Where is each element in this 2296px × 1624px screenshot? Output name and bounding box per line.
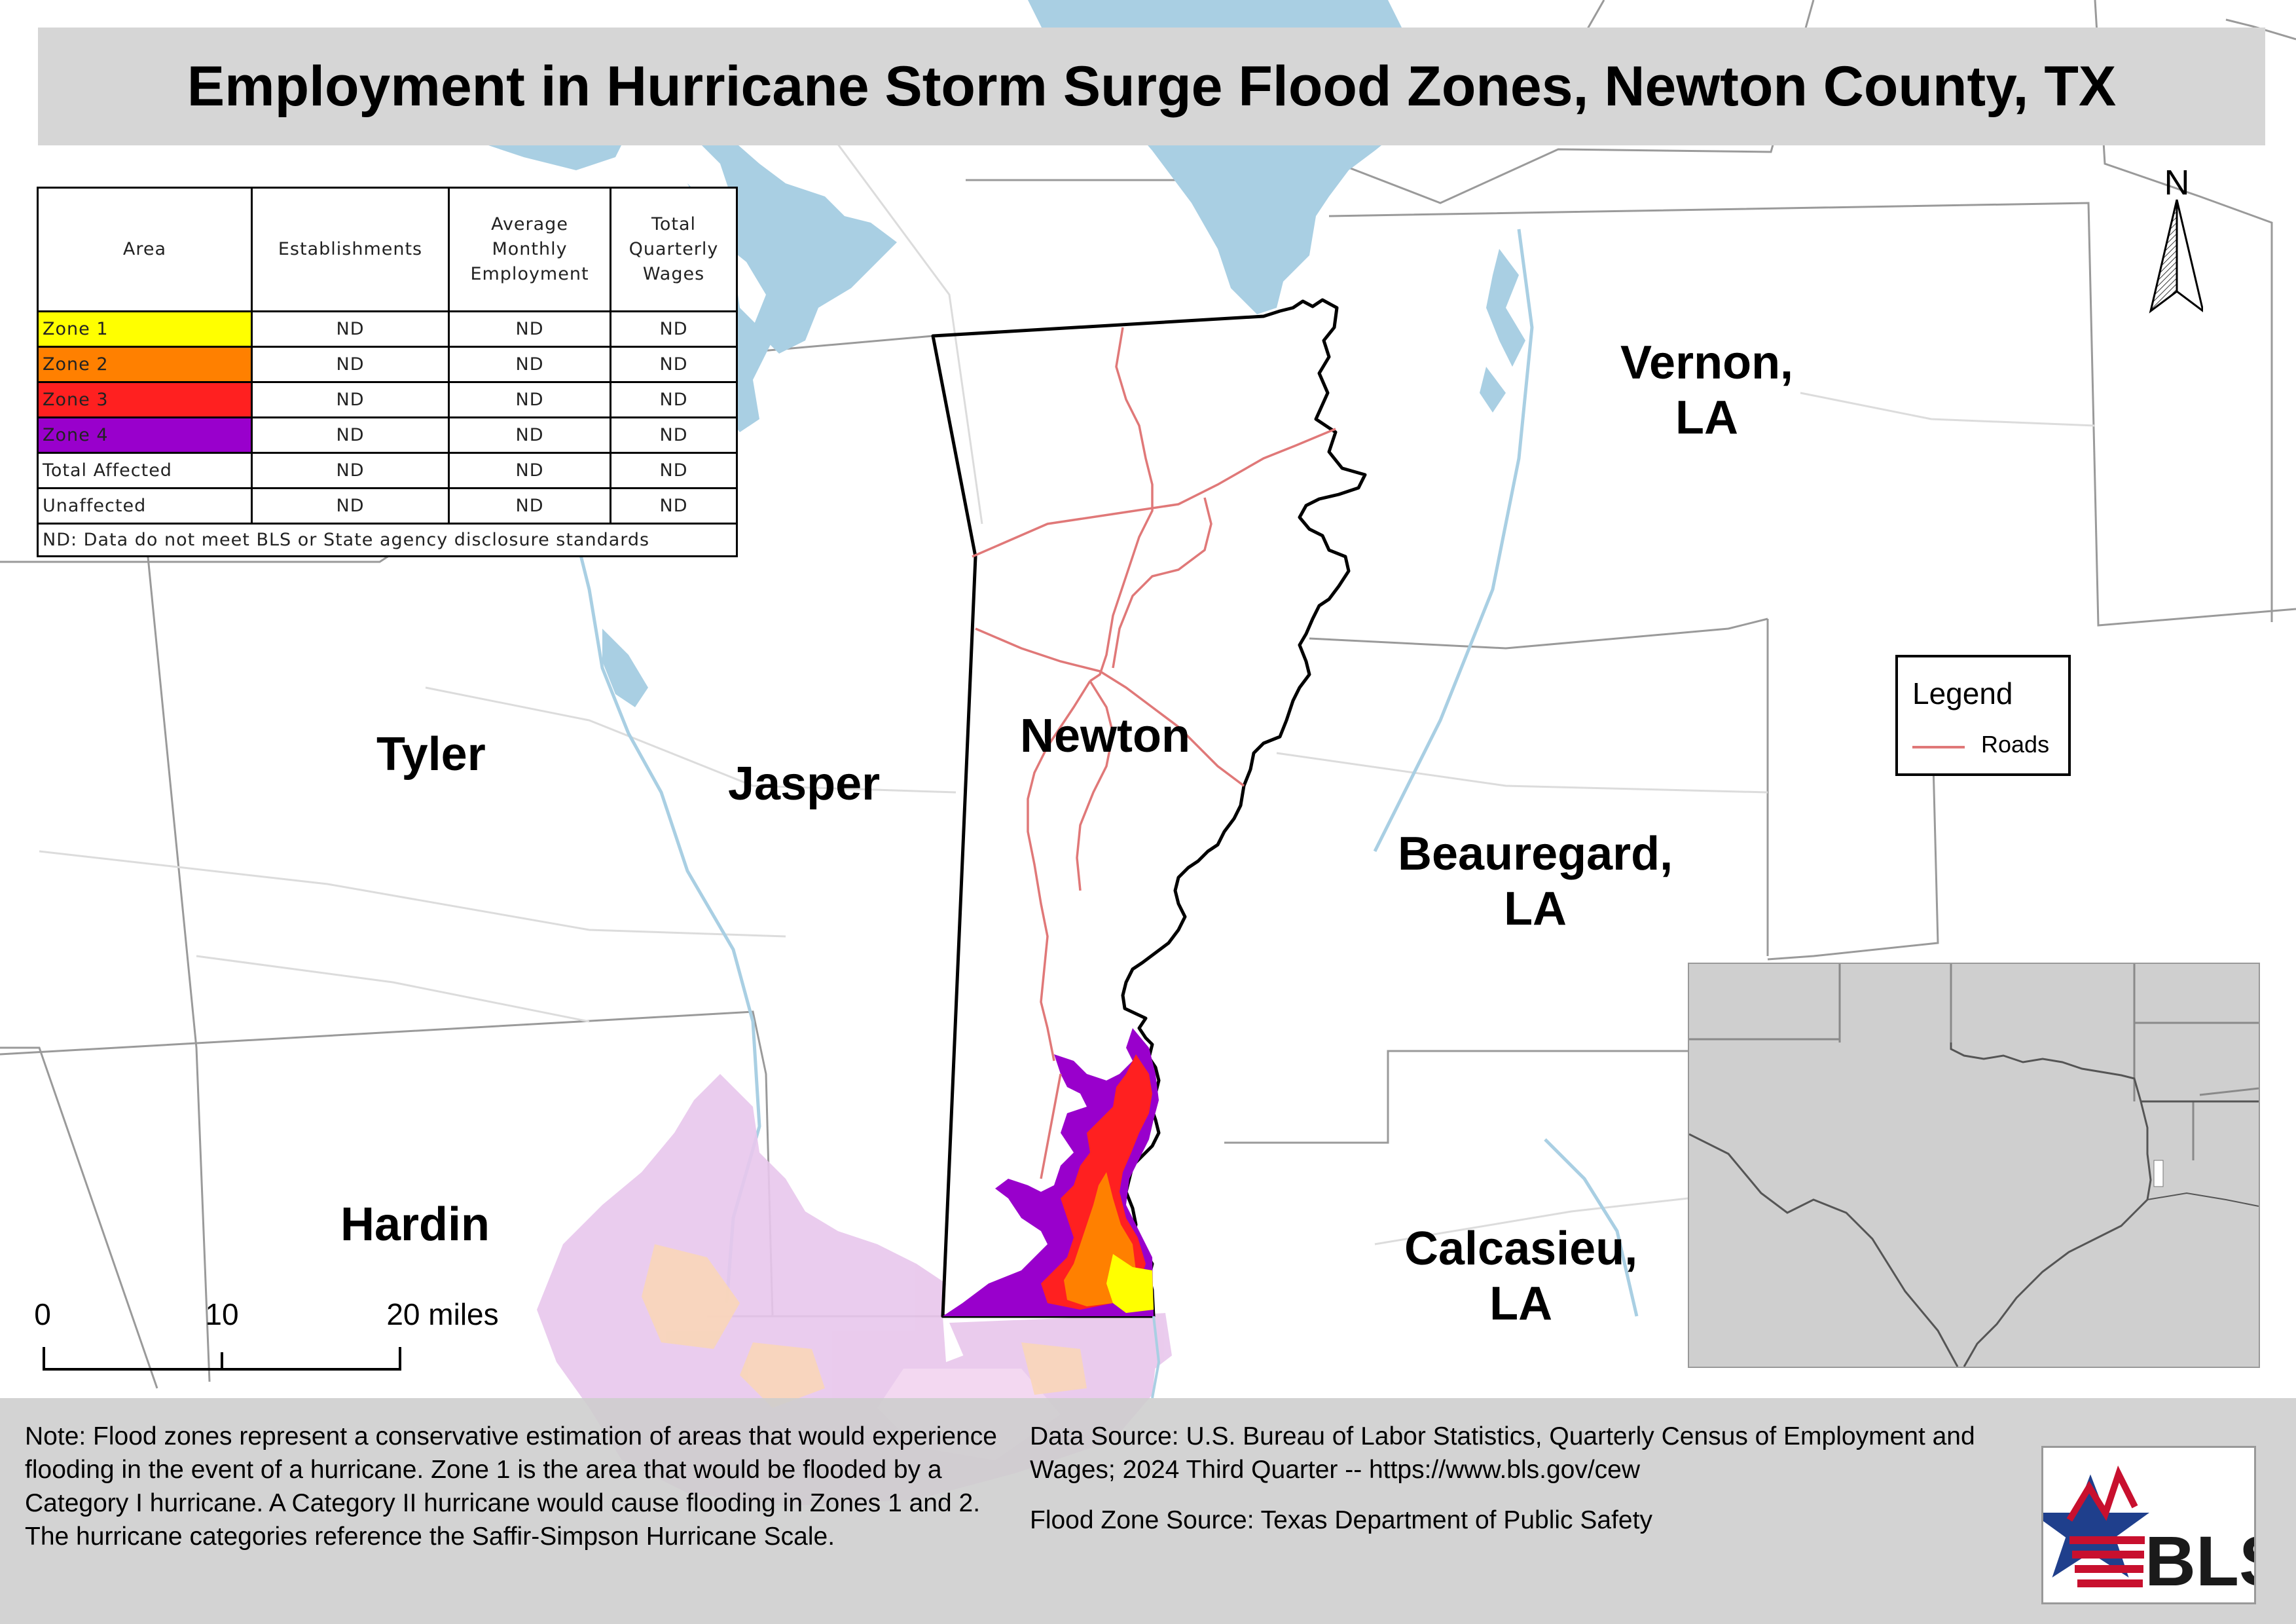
county-label-newton: Newton [1020,710,1190,762]
inset-map-graphic [1689,964,2259,1367]
county-label-hardin: Hardin [340,1198,490,1251]
wages-cell: ND [610,310,738,348]
table-header-row: Area Establishments Average Monthly Empl… [37,187,738,312]
header-area: Area [37,187,253,312]
minor-roads [39,117,2096,1246]
employment-cell: ND [448,416,611,454]
newton-flood-zones [943,1028,1159,1316]
wages-cell: ND [610,452,738,489]
map-legend: Legend Roads [1895,655,2071,776]
area-cell: Zone 1 [37,310,253,348]
scale-label-20: 20 miles [386,1297,499,1331]
employment-cell: ND [448,381,611,418]
county-label-beauregard: Beauregard, LA [1398,828,1673,935]
flood-zone-note: Note: Flood zones represent a conservati… [25,1422,997,1551]
area-cell: Zone 2 [37,346,253,383]
table-footnote-row: ND: Data do not meet BLS or State agency… [37,523,738,557]
header-wages: Total Quarterly Wages [610,187,738,312]
employment-cell: ND [448,346,611,383]
legend-title: Legend [1912,676,2013,710]
header-establishments: Establishments [251,187,450,312]
scale-bar [43,1347,401,1371]
wages-cell: ND [610,487,738,525]
sabine-river-south [1151,1316,1161,1399]
notes-panel [0,1398,2296,1624]
employment-table: Area Establishments Average Monthly Empl… [37,187,738,557]
map-title: Employment in Hurricane Storm Surge Floo… [187,54,2117,118]
employment-cell: ND [448,310,611,348]
roads-legend-swatch [1912,746,1965,748]
logo-text: BLS [2145,1521,2254,1600]
north-arrow-icon [2149,199,2203,314]
flood-zone-source: Flood Zone Source: Texas Department of P… [1030,1506,1652,1534]
county-label-vernon: Vernon, LA [1620,337,1794,444]
area-cell: Zone 4 [37,416,253,454]
establishments-cell: ND [251,310,450,348]
bls-star-logo-icon: BLS [2032,1465,2286,1600]
county-label-jasper: Jasper [728,758,881,810]
area-cell: Total Affected [37,452,253,489]
county-label-tyler: Tyler [376,728,486,781]
outside-flood-highlights [642,1244,1087,1408]
area-cell: Unaffected [37,487,253,525]
table-row: Total Affected ND ND ND [37,452,738,489]
establishments-cell: ND [251,416,450,454]
wages-cell: ND [610,346,738,383]
bls-logo: BLS [2032,1446,2286,1604]
sources: Data Source: U.S. Bureau of Labor Statis… [1030,1420,2012,1537]
county-boundaries [0,0,2296,1389]
north-label: N [2164,163,2190,202]
scale-label-0: 0 [34,1297,51,1331]
wages-cell: ND [610,381,738,418]
table-row: Zone 2 ND ND ND [37,346,738,383]
establishments-cell: ND [251,346,450,383]
establishments-cell: ND [251,381,450,418]
employment-cell: ND [448,487,611,525]
wages-cell: ND [610,416,738,454]
scale-label-10: 10 [205,1297,239,1331]
county-label-calcasieu: Calcasieu, LA [1404,1223,1638,1330]
roads [972,327,1336,1179]
table-row: Zone 4 ND ND ND [37,416,738,454]
header-employment: Average Monthly Employment [448,187,611,312]
employment-cell: ND [448,452,611,489]
establishments-cell: ND [251,487,450,525]
title-bar: Employment in Hurricane Storm Surge Floo… [38,28,2265,145]
establishments-cell: ND [251,452,450,489]
table-row: Zone 3 ND ND ND [37,381,738,418]
roads-legend-label: Roads [1981,731,2050,758]
area-cell: Zone 3 [37,381,253,418]
zone1-area [1106,1254,1154,1313]
table-row: Unaffected ND ND ND [37,487,738,525]
data-source: Data Source: U.S. Bureau of Labor Statis… [1030,1422,1975,1484]
table-footnote: ND: Data do not meet BLS or State agency… [37,523,738,557]
table-row: Zone 1 ND ND ND [37,310,738,348]
newton-county-outline [931,298,1367,1318]
inset-locator-map [1688,963,2260,1368]
